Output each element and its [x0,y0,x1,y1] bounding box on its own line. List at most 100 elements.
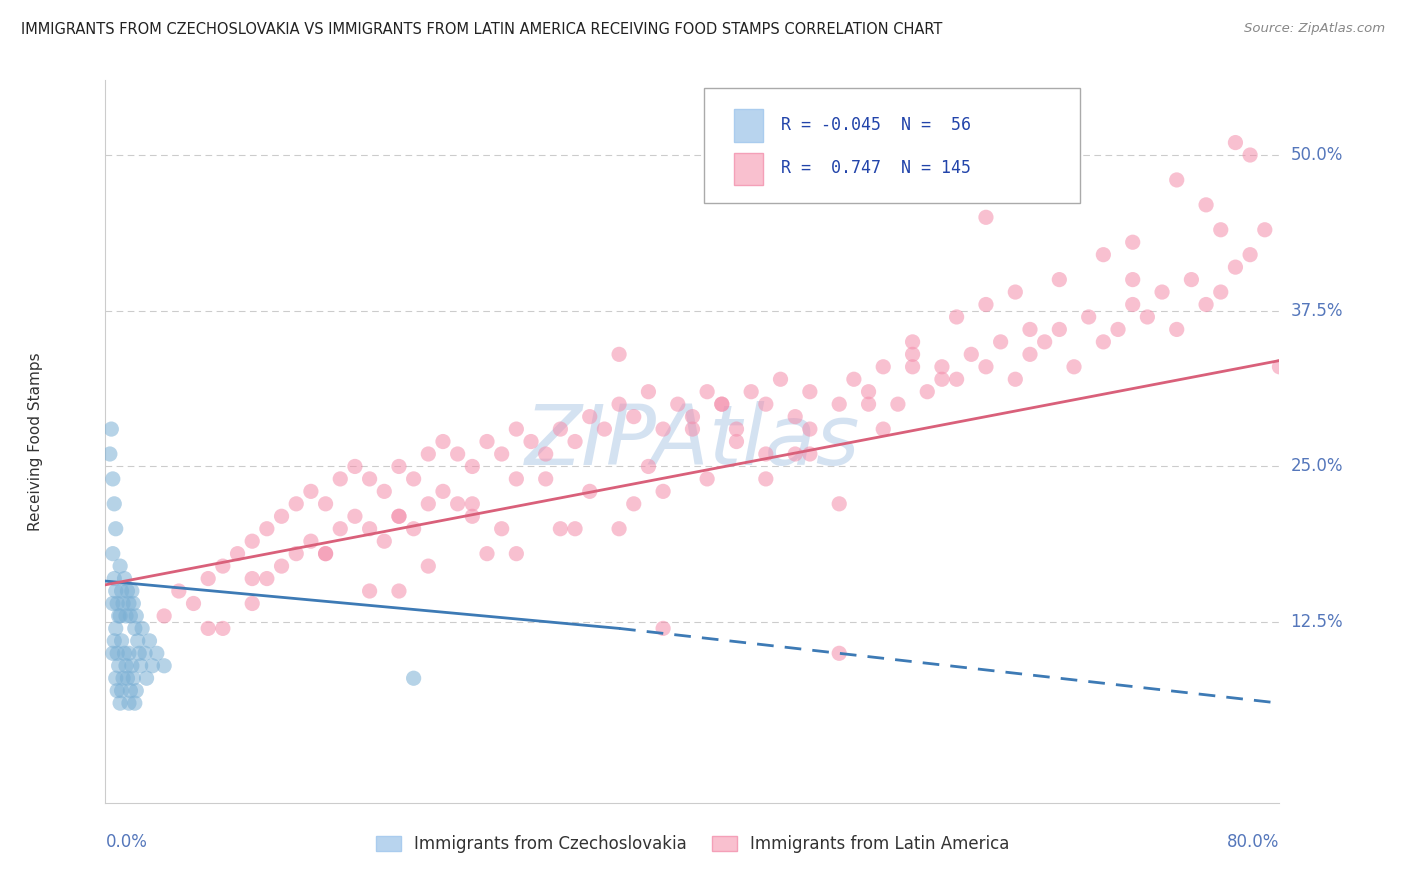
Point [107,658,129,673]
Point [315,547,337,561]
Point [329,472,352,486]
Point [118,597,141,611]
Point [550,522,572,536]
Point [110,584,132,599]
Point [226,547,249,561]
Point [1209,285,1232,299]
Point [103,497,125,511]
Point [1047,322,1070,336]
Point [960,347,983,361]
Point [505,422,527,436]
Point [1004,285,1026,299]
Point [146,646,169,660]
Point [491,447,513,461]
Point [124,696,146,710]
Point [799,384,821,399]
Point [858,397,880,411]
Point [122,597,145,611]
Point [388,584,411,599]
Point [1033,334,1056,349]
Point [652,484,675,499]
Point [550,422,572,436]
Point [1166,322,1188,336]
Point [256,572,278,586]
Point [432,484,454,499]
Point [461,509,484,524]
Point [1254,223,1277,237]
Point [131,621,153,635]
Point [696,472,718,486]
Point [359,472,381,486]
Point [475,434,498,449]
Point [1122,235,1144,250]
Point [114,646,136,660]
Point [607,397,630,411]
Point [373,534,395,549]
Point [872,359,894,374]
Point [134,646,156,660]
Point [710,397,733,411]
Text: 0.0%: 0.0% [105,833,148,851]
Point [1180,272,1202,286]
Point [505,472,527,486]
Point [285,497,308,511]
Point [240,572,263,586]
Point [974,297,997,311]
Point [917,384,939,399]
Point [842,372,865,386]
Point [299,534,322,549]
Point [931,372,953,386]
Point [104,584,127,599]
Point [990,334,1012,349]
Point [108,696,131,710]
Point [1107,322,1129,336]
Point [183,597,205,611]
Point [755,472,778,486]
Point [299,484,322,499]
Point [124,621,146,635]
Text: 37.5%: 37.5% [1291,301,1343,319]
Legend: Immigrants from Czechoslovakia, Immigrants from Latin America: Immigrants from Czechoslovakia, Immigran… [368,828,1017,860]
Text: ZIPAtlas: ZIPAtlas [524,401,860,482]
Point [270,509,292,524]
Point [461,497,484,511]
Point [153,609,176,624]
Point [101,547,124,561]
FancyBboxPatch shape [734,153,763,185]
Text: 80.0%: 80.0% [1227,833,1279,851]
Point [121,658,143,673]
Point [828,646,851,660]
Point [1004,372,1026,386]
Text: 12.5%: 12.5% [1291,613,1343,632]
Point [141,658,163,673]
Point [359,584,381,599]
Point [402,671,425,685]
Point [197,621,219,635]
Point [240,534,263,549]
Point [118,696,141,710]
Point [858,384,880,399]
Point [104,522,127,536]
Point [564,434,586,449]
Point [402,522,425,536]
Point [593,422,616,436]
Text: R = -0.045  N =  56: R = -0.045 N = 56 [780,116,970,134]
Point [1150,285,1173,299]
Point [666,397,689,411]
Point [432,434,454,449]
Point [117,671,139,685]
Point [725,434,748,449]
Point [945,372,967,386]
Point [108,609,131,624]
Point [418,559,440,574]
Point [755,447,778,461]
Point [117,584,139,599]
Point [103,633,125,648]
Point [755,397,778,411]
Point [578,409,600,424]
Point [974,359,997,374]
Point [564,522,586,536]
Point [828,497,851,511]
Point [197,572,219,586]
Point [1063,359,1085,374]
